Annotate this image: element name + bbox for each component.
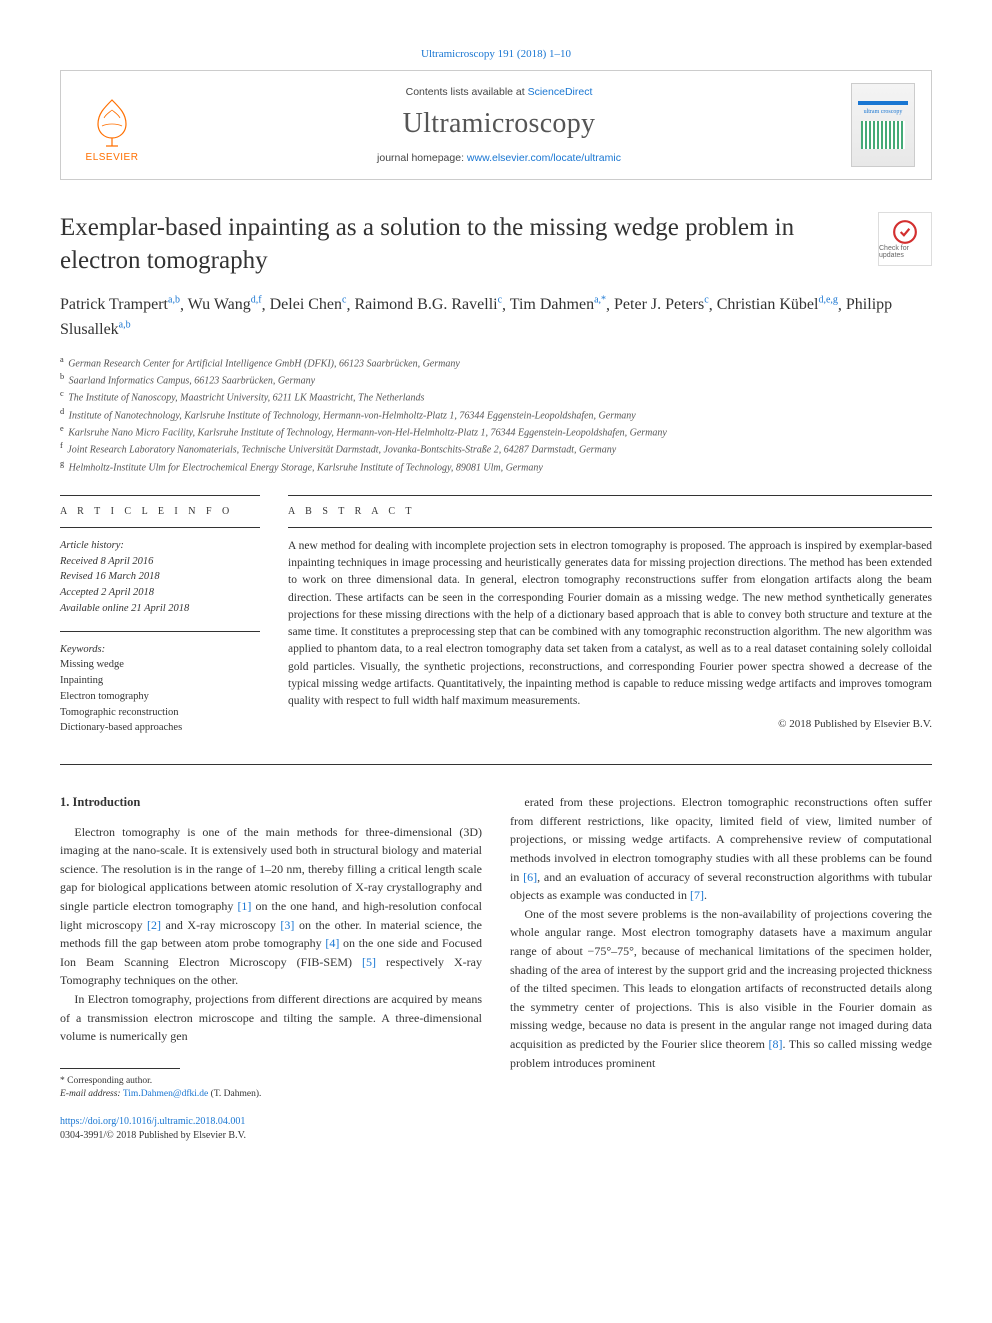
article-title: Exemplar-based inpainting as a solution … xyxy=(60,212,862,277)
keywords-block: Keywords: Missing wedgeInpaintingElectro… xyxy=(60,642,260,737)
keyword: Electron tomography xyxy=(60,689,260,705)
journal-homepage-link[interactable]: www.elsevier.com/locate/ultramic xyxy=(467,152,621,164)
check-updates-label: Check for updates xyxy=(879,245,931,259)
author: Patrick Tramperta,b xyxy=(60,296,180,313)
author: Christian Kübeld,e,g xyxy=(717,296,838,313)
author: Raimond B.G. Ravellic xyxy=(354,296,502,313)
article-info-heading: A R T I C L E I N F O xyxy=(60,506,260,517)
copyright-line: © 2018 Published by Elsevier B.V. xyxy=(288,718,932,730)
history-accepted: Accepted 2 April 2018 xyxy=(60,585,260,601)
journal-header: ELSEVIER Contents lists available at Sci… xyxy=(60,70,932,180)
check-updates-icon xyxy=(892,219,918,245)
affiliation: e Karlsruhe Nano Micro Facility, Karlsru… xyxy=(60,423,932,440)
abstract-column: A B S T R A C T A new method for dealing… xyxy=(288,495,932,736)
affiliation: f Joint Research Laboratory Nanomaterial… xyxy=(60,440,932,457)
citation-link[interactable]: [2] xyxy=(147,918,161,932)
affiliation: g Helmholtz-Institute Ulm for Electroche… xyxy=(60,458,932,475)
contents-prefix: Contents lists available at xyxy=(406,86,528,98)
journal-reference: Ultramicroscopy 191 (2018) 1–10 xyxy=(60,48,932,60)
corresponding-author-footnote: * Corresponding author. E-mail address: … xyxy=(60,1075,482,1102)
keyword: Dictionary-based approaches xyxy=(60,720,260,736)
issn-copyright: 0304-3991/© 2018 Published by Elsevier B… xyxy=(60,1130,246,1141)
citation-link[interactable]: [8] xyxy=(768,1037,782,1051)
article-body: 1. Introduction Electron tomography is o… xyxy=(60,793,932,1143)
corr-author-name: (T. Dahmen). xyxy=(211,1089,262,1099)
citation-link[interactable]: [4] xyxy=(325,936,339,950)
author-list: Patrick Tramperta,b, Wu Wangd,f, Delei C… xyxy=(60,293,932,342)
homepage-prefix: journal homepage: xyxy=(377,152,467,164)
citation-link[interactable]: [5] xyxy=(362,955,376,969)
history-label: Article history: xyxy=(60,538,260,554)
body-paragraph-1: Electron tomography is one of the main m… xyxy=(60,823,482,990)
footnote-separator xyxy=(60,1068,180,1069)
journal-homepage-line: journal homepage: www.elsevier.com/locat… xyxy=(147,152,851,164)
affiliation: b Saarland Informatics Campus, 66123 Saa… xyxy=(60,371,932,388)
check-updates-badge[interactable]: Check for updates xyxy=(878,212,932,266)
section-1-heading: 1. Introduction xyxy=(60,793,482,812)
history-received: Received 8 April 2016 xyxy=(60,554,260,570)
corr-author-email[interactable]: Tim.Dahmen@dfki.de xyxy=(123,1089,208,1099)
email-label: E-mail address: xyxy=(60,1089,121,1099)
elsevier-logo[interactable]: ELSEVIER xyxy=(77,87,147,163)
corr-author-label: * Corresponding author. xyxy=(60,1075,482,1088)
article-info-column: A R T I C L E I N F O Article history: R… xyxy=(60,495,260,736)
article-history: Article history: Received 8 April 2016 R… xyxy=(60,538,260,617)
abstract-text: A new method for dealing with incomplete… xyxy=(288,538,932,711)
contents-available-line: Contents lists available at ScienceDirec… xyxy=(147,86,851,98)
citation-link[interactable]: [7] xyxy=(690,888,704,902)
author: Tim Dahmena,* xyxy=(510,296,606,313)
keyword: Inpainting xyxy=(60,673,260,689)
citation-link[interactable]: [1] xyxy=(237,899,251,913)
author: Wu Wangd,f xyxy=(188,296,262,313)
doi-link[interactable]: https://doi.org/10.1016/j.ultramic.2018.… xyxy=(60,1116,245,1127)
sciencedirect-link[interactable]: ScienceDirect xyxy=(528,86,593,98)
author: Delei Chenc xyxy=(270,296,347,313)
journal-name: Ultramicroscopy xyxy=(147,108,851,140)
keywords-label: Keywords: xyxy=(60,642,260,658)
body-paragraph-4: One of the most severe problems is the n… xyxy=(510,905,932,1072)
body-paragraph-2: In Electron tomography, projections from… xyxy=(60,990,482,1046)
body-paragraph-3: erated from these projections. Electron … xyxy=(510,793,932,905)
citation-link[interactable]: [3] xyxy=(280,918,294,932)
history-online: Available online 21 April 2018 xyxy=(60,601,260,617)
affiliation: c The Institute of Nanoscopy, Maastricht… xyxy=(60,388,932,405)
journal-cover-thumbnail[interactable]: ultram croscopy xyxy=(851,83,915,167)
citation-link[interactable]: [6] xyxy=(523,870,537,884)
affiliation: a German Research Center for Artificial … xyxy=(60,354,932,371)
author: Peter J. Petersc xyxy=(614,296,709,313)
elsevier-logo-text: ELSEVIER xyxy=(86,152,139,163)
elsevier-tree-icon xyxy=(84,94,140,150)
affiliation: d Institute of Nanotechnology, Karlsruhe… xyxy=(60,406,932,423)
footer-info: https://doi.org/10.1016/j.ultramic.2018.… xyxy=(60,1115,482,1143)
keyword: Tomographic reconstruction xyxy=(60,705,260,721)
history-revised: Revised 16 March 2018 xyxy=(60,569,260,585)
affiliation-list: a German Research Center for Artificial … xyxy=(60,354,932,475)
abstract-heading: A B S T R A C T xyxy=(288,506,932,517)
keyword: Missing wedge xyxy=(60,657,260,673)
